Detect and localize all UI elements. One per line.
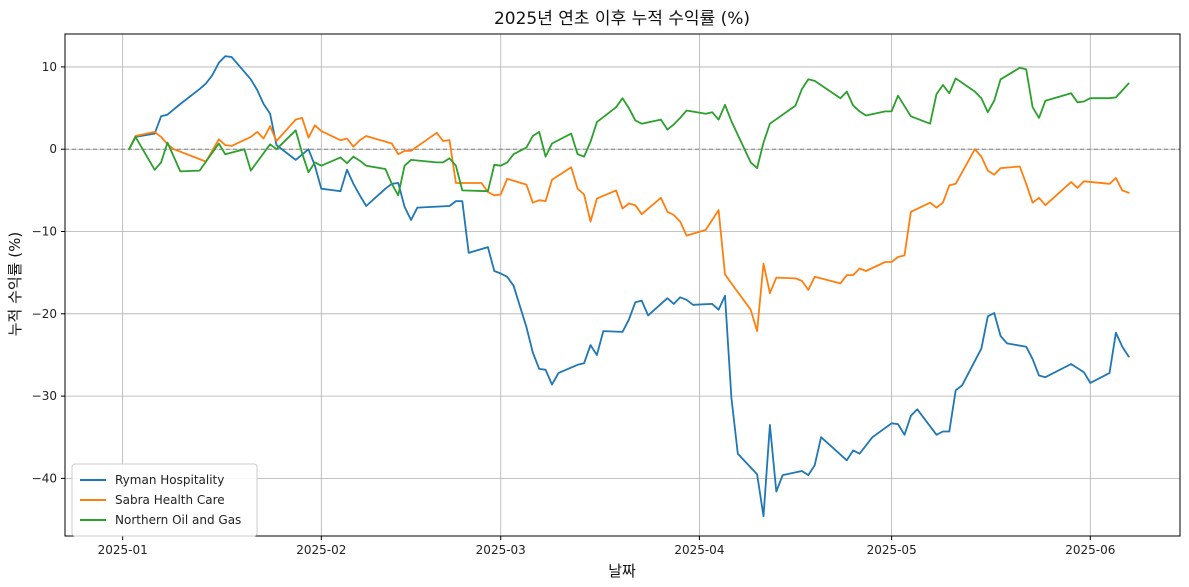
- y-axis-title: 누적 수익률 (%): [6, 232, 24, 337]
- chart-title: 2025년 연초 이후 누적 수익률 (%): [494, 9, 750, 29]
- x-tick-label: 2025-05: [867, 543, 917, 557]
- x-axis-ticks: 2025-01 2025-02 2025-03 2025-04 2025-05 2025-…: [98, 536, 1115, 557]
- y-tick-label: −10: [32, 225, 57, 239]
- y-tick-label: −30: [32, 389, 57, 403]
- y-tick-label: 10: [42, 60, 57, 74]
- y-tick-label: 0: [49, 142, 57, 156]
- y-tick-label: −40: [32, 471, 57, 485]
- x-tick-label: 2025-04: [674, 543, 724, 557]
- y-tick-label: −20: [32, 307, 57, 321]
- x-tick-label: 2025-06: [1065, 543, 1115, 557]
- legend-label: Ryman Hospitality: [115, 473, 224, 487]
- x-tick-label: 2025-02: [296, 543, 346, 557]
- legend-label: Sabra Health Care: [115, 493, 225, 507]
- series-line-1: [128, 117, 1130, 333]
- x-tick-label: 2025-03: [476, 543, 526, 557]
- legend-box: [71, 463, 258, 537]
- x-tick-label: 2025-01: [98, 543, 148, 557]
- series-line-2: [128, 66, 1130, 197]
- plot-frame: [64, 33, 1181, 537]
- legend: Ryman Hospitality Sabra Health Care Northe…: [71, 463, 258, 537]
- legend-label: Northern Oil and Gas: [115, 513, 241, 527]
- y-axis-ticks: −40 −30 −20 −10 0 10: [32, 60, 65, 485]
- series-line-0: [128, 55, 1130, 518]
- grid-lines: [65, 34, 1180, 536]
- series-lines: [128, 55, 1130, 518]
- x-axis-title: 날짜: [608, 562, 636, 580]
